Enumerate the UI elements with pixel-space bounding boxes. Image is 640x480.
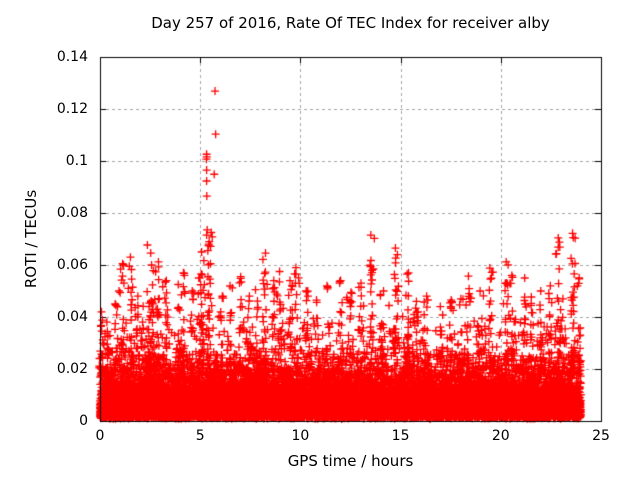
x-tick-label: 15 xyxy=(391,428,410,444)
y-tick-label: 0 xyxy=(79,413,88,429)
x-tick-label: 0 xyxy=(95,428,105,444)
x-tick-label: 5 xyxy=(195,428,205,444)
x-axis-label: GPS time / hours xyxy=(287,452,414,470)
y-tick-label: 0.12 xyxy=(56,101,88,117)
y-tick-label: 0.06 xyxy=(56,257,88,273)
x-tick-label: 10 xyxy=(291,428,310,444)
chart-title: Day 257 of 2016, Rate Of TEC Index for r… xyxy=(151,14,550,32)
x-tick-label: 20 xyxy=(491,428,510,444)
y-tick-label: 0.08 xyxy=(56,205,88,221)
y-tick-label: 0.04 xyxy=(56,309,88,325)
y-tick-label: 0.02 xyxy=(56,361,88,377)
y-tick-label: 0.14 xyxy=(56,49,88,65)
y-tick-label: 0.1 xyxy=(65,153,88,169)
x-tick-label: 25 xyxy=(592,428,610,444)
